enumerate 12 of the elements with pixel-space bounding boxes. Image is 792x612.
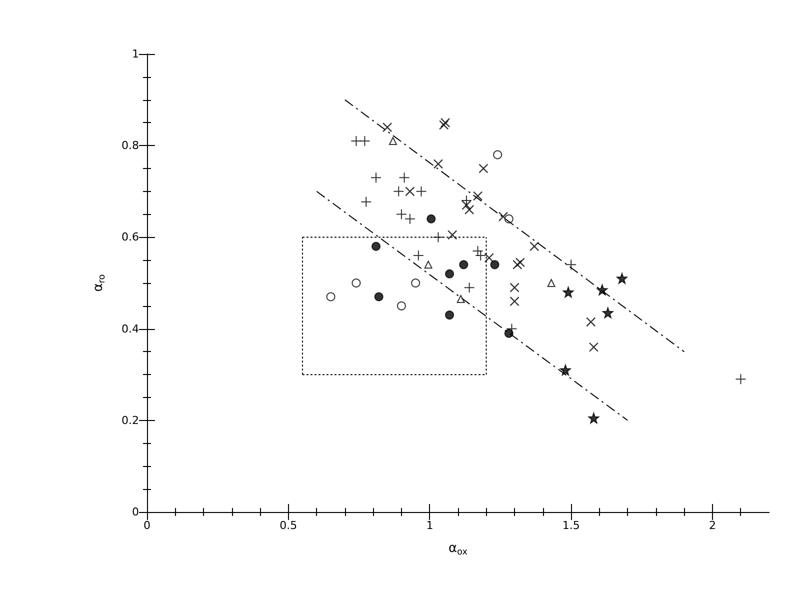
y-tick-label: 0.8 [122, 139, 139, 152]
x-tick-label: 1.5 [562, 519, 580, 532]
x-tick-label: 0.5 [280, 519, 298, 532]
y-tick-label: 0.2 [122, 414, 139, 427]
y-tick-label: 0.6 [122, 230, 139, 244]
y-axis-title: αro [91, 274, 108, 292]
x-tick-label: 0 [144, 519, 150, 532]
x-tick-label: 2 [708, 519, 716, 532]
x-tick-label: 1 [426, 519, 434, 532]
y-tick-label: 0 [132, 506, 139, 518]
y-tick-label: 0.4 [122, 322, 139, 336]
y-tick-label: 1 [132, 48, 139, 60]
